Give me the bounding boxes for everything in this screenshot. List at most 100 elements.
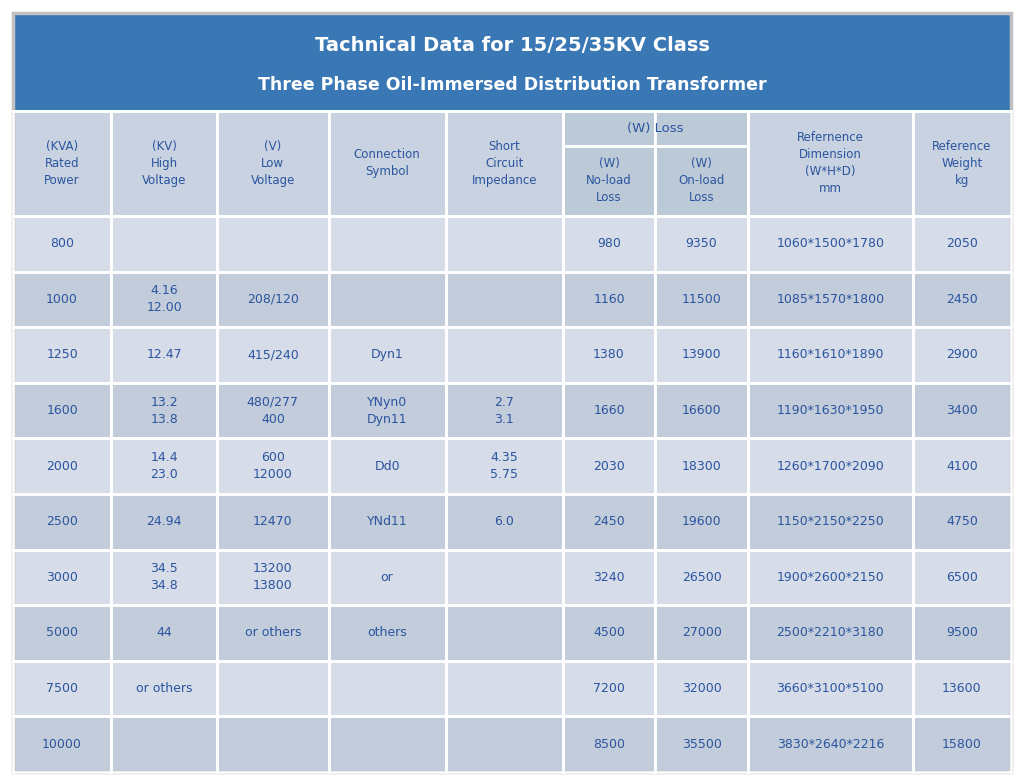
Bar — [912, 216, 1011, 271]
Text: 13.2
13.8: 13.2 13.8 — [151, 396, 178, 425]
Text: Dyn1: Dyn1 — [371, 349, 403, 361]
Text: or others: or others — [245, 626, 301, 640]
Bar — [655, 111, 748, 145]
Bar — [748, 661, 912, 716]
Bar — [655, 383, 748, 439]
Text: 13600: 13600 — [942, 682, 982, 695]
Bar — [912, 327, 1011, 383]
Text: 1060*1500*1780: 1060*1500*1780 — [776, 237, 885, 250]
Text: YNd11: YNd11 — [367, 515, 408, 529]
Bar — [748, 327, 912, 383]
Text: 3660*3100*5100: 3660*3100*5100 — [776, 682, 885, 695]
Text: (W) Loss: (W) Loss — [627, 122, 684, 135]
Text: 3400: 3400 — [946, 404, 978, 417]
Bar — [655, 145, 748, 216]
Bar — [655, 716, 748, 772]
Bar — [748, 494, 912, 550]
Bar — [655, 605, 748, 661]
Text: (W)
On-load
Loss: (W) On-load Loss — [678, 157, 725, 204]
Bar — [563, 661, 655, 716]
Text: Short
Circuit
Impedance: Short Circuit Impedance — [471, 140, 537, 187]
Text: 980: 980 — [597, 237, 621, 250]
Bar — [217, 216, 329, 271]
Text: 26500: 26500 — [682, 571, 722, 584]
Bar — [112, 327, 217, 383]
Text: (V)
Low
Voltage: (V) Low Voltage — [251, 140, 295, 187]
Bar — [217, 439, 329, 494]
Bar — [748, 550, 912, 605]
Bar — [563, 271, 655, 327]
Bar — [748, 605, 912, 661]
Text: 1900*2600*2150: 1900*2600*2150 — [776, 571, 885, 584]
Text: 14.4
23.0: 14.4 23.0 — [151, 451, 178, 481]
Bar — [445, 550, 563, 605]
Bar — [655, 216, 748, 271]
Text: 13900: 13900 — [682, 349, 721, 361]
Bar — [445, 661, 563, 716]
Text: 2000: 2000 — [46, 460, 78, 472]
Bar — [655, 661, 748, 716]
Bar — [217, 716, 329, 772]
Bar — [912, 605, 1011, 661]
Text: 1660: 1660 — [593, 404, 625, 417]
Text: 7200: 7200 — [593, 682, 625, 695]
Bar — [329, 439, 445, 494]
Bar — [329, 383, 445, 439]
Text: or: or — [381, 571, 393, 584]
Bar — [112, 383, 217, 439]
Text: 2500: 2500 — [46, 515, 78, 529]
Bar — [445, 327, 563, 383]
Text: 3240: 3240 — [593, 571, 625, 584]
Text: 600
12000: 600 12000 — [253, 451, 293, 481]
Bar — [748, 216, 912, 271]
Text: Dd0: Dd0 — [375, 460, 400, 472]
Text: 32000: 32000 — [682, 682, 722, 695]
Bar — [217, 550, 329, 605]
Bar — [13, 605, 112, 661]
Bar — [329, 716, 445, 772]
Bar — [329, 661, 445, 716]
Text: 27000: 27000 — [682, 626, 722, 640]
Text: Three Phase Oil-Immersed Distribution Transformer: Three Phase Oil-Immersed Distribution Tr… — [258, 76, 766, 94]
Bar — [112, 550, 217, 605]
Text: 5000: 5000 — [46, 626, 78, 640]
Text: 24.94: 24.94 — [146, 515, 182, 529]
Bar — [748, 111, 912, 216]
Text: 9500: 9500 — [946, 626, 978, 640]
Bar — [445, 494, 563, 550]
Bar — [13, 439, 112, 494]
Bar — [329, 605, 445, 661]
Bar — [445, 111, 563, 216]
Text: Tachnical Data for 15/25/35KV Class: Tachnical Data for 15/25/35KV Class — [314, 36, 710, 55]
Text: 1250: 1250 — [46, 349, 78, 361]
Text: 1260*1700*2090: 1260*1700*2090 — [776, 460, 885, 472]
Bar — [563, 716, 655, 772]
Text: 4100: 4100 — [946, 460, 978, 472]
Text: 4500: 4500 — [593, 626, 625, 640]
Bar — [563, 550, 655, 605]
Bar — [13, 494, 112, 550]
Bar — [563, 111, 655, 145]
Text: Refernence
Dimension
(W*H*D)
mm: Refernence Dimension (W*H*D) mm — [797, 131, 864, 196]
Bar — [13, 111, 112, 216]
Bar — [329, 327, 445, 383]
Bar — [13, 271, 112, 327]
Bar — [13, 716, 112, 772]
Text: 1190*1630*1950: 1190*1630*1950 — [776, 404, 884, 417]
Text: 2450: 2450 — [593, 515, 625, 529]
Text: 2900: 2900 — [946, 349, 978, 361]
Bar — [563, 439, 655, 494]
Bar — [912, 439, 1011, 494]
Bar — [13, 327, 112, 383]
Bar — [112, 716, 217, 772]
Text: 480/277
400: 480/277 400 — [247, 396, 299, 425]
Text: 1150*2150*2250: 1150*2150*2250 — [776, 515, 885, 529]
Bar — [217, 111, 329, 216]
Text: 19600: 19600 — [682, 515, 721, 529]
Bar — [112, 271, 217, 327]
Text: 2500*2210*3180: 2500*2210*3180 — [776, 626, 885, 640]
Text: 15800: 15800 — [942, 737, 982, 751]
Text: 3830*2640*2216: 3830*2640*2216 — [776, 737, 884, 751]
Bar — [748, 716, 912, 772]
Text: 44: 44 — [157, 626, 172, 640]
